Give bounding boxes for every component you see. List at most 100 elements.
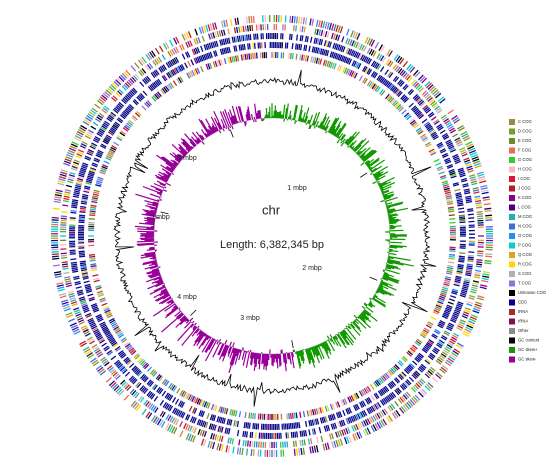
legend-swatch xyxy=(509,328,515,334)
legend-swatch xyxy=(509,299,515,306)
feature-ring xyxy=(60,33,484,448)
feature-ring xyxy=(103,42,466,305)
feature-ring xyxy=(81,42,436,378)
legend-swatch xyxy=(509,290,515,296)
legend-swatch xyxy=(509,271,515,277)
feature-ring xyxy=(85,173,464,272)
legend-label: O COG xyxy=(518,233,532,238)
legend-label: K COG xyxy=(518,195,532,200)
feature-ring xyxy=(50,32,492,456)
legend-label: rRNA xyxy=(518,319,528,324)
rings xyxy=(50,14,494,458)
feature-ring xyxy=(107,131,196,414)
backbone xyxy=(153,117,391,355)
legend-swatch xyxy=(509,195,515,201)
feature-ring xyxy=(51,22,494,456)
feature-ring xyxy=(60,23,482,448)
legend-label: F COG xyxy=(518,148,531,153)
feature-ring xyxy=(354,61,359,68)
feature-ring xyxy=(59,28,479,447)
feature-ring xyxy=(65,25,484,440)
feature-ring xyxy=(78,180,318,425)
feature-ring xyxy=(87,52,457,420)
feature-ring xyxy=(60,25,480,435)
feature-ring xyxy=(75,35,473,435)
scale-label: 4 mbp xyxy=(177,294,197,301)
legend-label: G COG xyxy=(518,157,532,162)
feature-ring xyxy=(52,15,494,457)
legend-label: GC content xyxy=(518,338,540,343)
chromosome-name: chr xyxy=(262,202,281,217)
feature-ring xyxy=(55,15,487,453)
feature-ring xyxy=(54,24,493,457)
scale-tick xyxy=(229,129,234,138)
legend-label: GC skew+ xyxy=(518,347,538,352)
scale-label: 2 mbp xyxy=(302,265,322,272)
feature-ring xyxy=(79,299,87,303)
scale-label: 5 mbp xyxy=(150,214,170,221)
feature-ring xyxy=(61,26,482,441)
legend-label: P COG xyxy=(518,243,531,248)
feature-ring xyxy=(78,42,401,248)
feature-ring xyxy=(59,26,483,436)
legend-label: CDS xyxy=(518,300,527,305)
feature-ring xyxy=(89,53,456,420)
feature-ring xyxy=(83,188,461,402)
legend-swatch xyxy=(509,233,515,239)
feature-ring xyxy=(69,40,432,439)
feature-ring xyxy=(70,34,475,373)
feature-ring xyxy=(90,52,457,420)
feature-ring xyxy=(88,51,416,419)
legend-label: I COG xyxy=(518,176,530,181)
feature-ring xyxy=(60,25,484,448)
feature-ring xyxy=(51,15,476,456)
feature-ring xyxy=(83,58,424,431)
feature-ring xyxy=(50,14,477,458)
legend-swatch xyxy=(509,242,515,249)
feature-ring xyxy=(88,52,456,420)
legend-label: M COG xyxy=(518,214,532,219)
feature-ring xyxy=(50,15,494,457)
feature-ring xyxy=(69,32,475,440)
scale-tick xyxy=(291,340,294,349)
feature-ring xyxy=(71,14,494,457)
feature-ring xyxy=(69,64,382,227)
feature-ring xyxy=(60,54,477,447)
feature-ring xyxy=(104,53,456,420)
feature-ring xyxy=(91,52,443,413)
feature-ring xyxy=(68,16,484,456)
legend-label: Q COG xyxy=(518,252,532,257)
feature-ring xyxy=(91,55,456,416)
legend-swatch xyxy=(509,261,515,268)
legend-label: E COG xyxy=(518,138,532,143)
feature-ring xyxy=(403,101,475,387)
feature-ring xyxy=(52,15,491,456)
legend-label: J COG xyxy=(518,186,531,191)
legend-label: Unknown COG xyxy=(518,290,546,295)
legend-swatch xyxy=(509,166,515,173)
feature-ring xyxy=(60,26,485,434)
legend-swatch xyxy=(509,280,515,287)
feature-ring xyxy=(65,33,493,451)
feature-ring xyxy=(68,24,484,440)
gc-content xyxy=(113,69,437,407)
legend-label: C COG xyxy=(518,119,532,124)
scale-label: 1 mbp xyxy=(287,185,307,192)
legend-swatch xyxy=(509,309,515,315)
feature-ring xyxy=(88,52,456,420)
feature-ring xyxy=(88,54,451,421)
feature-ring xyxy=(109,71,474,439)
feature-ring xyxy=(78,66,459,368)
feature-ring xyxy=(50,32,493,457)
legend-swatch xyxy=(509,138,515,144)
legend-label: T COG xyxy=(518,281,531,286)
legend-swatch xyxy=(509,147,515,154)
feature-ring xyxy=(168,70,466,427)
scale-tick xyxy=(360,172,368,178)
feature-ring xyxy=(81,38,380,409)
feature-ring xyxy=(213,317,457,431)
legend-swatch xyxy=(509,157,515,163)
feature-ring xyxy=(235,36,471,335)
feature-ring xyxy=(137,371,316,426)
feature-ring xyxy=(73,15,489,458)
